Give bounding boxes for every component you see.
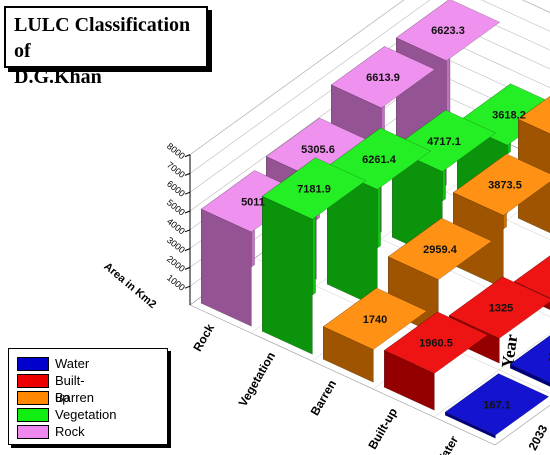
bar-water-2033 — [444, 373, 550, 439]
bar-face-top — [448, 276, 550, 339]
legend-label-rock: Rock — [55, 424, 85, 439]
value-label-rock-2013: 6613.9 — [366, 72, 400, 84]
bar-rock-2033 — [200, 170, 306, 327]
title-box: LULC Classification of D.G.Khan — [4, 6, 208, 88]
z-tick-label: 5000 — [165, 197, 187, 217]
legend-swatch-vegetation — [17, 408, 49, 422]
bar-face-top — [383, 311, 489, 374]
year-axis-label-2033: 2033 — [526, 422, 550, 452]
z-tick — [184, 191, 191, 195]
class-axis-label-vegetation: Vegetation — [236, 350, 278, 410]
chart-title: LULC Classification of D.G.Khan — [14, 14, 191, 88]
value-label-vegetation-2013: 4717.1 — [427, 136, 461, 148]
value-label-built-up-2023: 1325 — [489, 303, 513, 315]
bar-barren-2033 — [322, 287, 428, 383]
legend-label-water: Water — [55, 356, 90, 371]
legend-label-barren: Barren — [55, 390, 95, 405]
class-axis-label-barren: Barren — [308, 378, 339, 419]
legend-swatch-barren — [17, 391, 49, 405]
z-tick — [184, 266, 191, 270]
class-axis-label-built-up: Built-up — [365, 406, 400, 452]
value-label-barren-2013: 3873.5 — [488, 180, 522, 192]
bar-face-top — [395, 0, 501, 61]
value-label-barren-2023: 2959.4 — [423, 244, 458, 256]
z-tick-label: 1000 — [165, 273, 187, 293]
z-tick-label: 8000 — [165, 141, 187, 161]
bar-face-top — [452, 153, 550, 216]
class-axis-label-rock: Rock — [190, 321, 217, 354]
gridline-floor — [433, 332, 550, 418]
bar-face-front — [510, 363, 550, 387]
class-axis-label-water: Water — [433, 433, 462, 455]
bar-face-top — [330, 46, 436, 109]
legend-label-built-up: Built-up — [55, 373, 85, 405]
bar-face-top — [322, 287, 428, 350]
legend-swatch-rock — [17, 425, 49, 439]
z-tick — [184, 248, 191, 252]
z-tick-label: 6000 — [165, 179, 187, 199]
value-label-vegetation-2003: 3618.2 — [492, 110, 526, 122]
legend-swatch-water — [17, 357, 49, 371]
z-tick — [184, 210, 191, 214]
bar-water-2023 — [509, 335, 550, 387]
legend-swatch-built-up — [17, 374, 49, 388]
bar-face-top — [387, 217, 493, 280]
legend: Water Built-up Barren Vegetation Rock — [8, 348, 168, 445]
value-label-water-2023: 210.1 — [548, 352, 550, 364]
legend-label-vegetation: Vegetation — [55, 407, 117, 422]
z-tick — [184, 285, 191, 289]
value-label-rock-2003: 6623.3 — [431, 25, 465, 37]
z-tick-label: 2000 — [165, 254, 187, 274]
bar-face-top — [517, 95, 550, 135]
value-label-water-2033: 167.1 — [483, 399, 511, 411]
bar-face-top — [444, 373, 550, 436]
bar-face-top — [261, 157, 367, 220]
z-tick-label: 7000 — [165, 160, 187, 180]
z-tick — [184, 172, 191, 176]
z-axis-label: Area in Km2 — [101, 260, 158, 310]
value-label-rock-2023: 5305.6 — [301, 144, 335, 156]
year-axis-title: Year — [498, 333, 522, 370]
value-label-vegetation-2023: 6261.4 — [362, 154, 397, 166]
value-label-vegetation-2033: 7181.9 — [297, 184, 331, 196]
bar-face-top — [509, 335, 550, 383]
z-tick-label: 4000 — [165, 216, 187, 236]
value-label-built-up-2033: 1960.5 — [419, 338, 453, 350]
bar-vegetation-2023 — [326, 127, 432, 308]
bar-vegetation-2033 — [261, 157, 367, 355]
bar-built-up-2033 — [383, 311, 489, 411]
z-tick — [184, 229, 191, 233]
value-labels: 6623.33618.25271367.8181.16613.94717.138… — [241, 25, 550, 411]
bars — [200, 0, 550, 439]
gridline-z — [189, 0, 550, 174]
value-label-rock-2033: 5011 — [241, 196, 265, 208]
gridline-z — [189, 0, 550, 155]
z-tick-label: 3000 — [165, 235, 187, 255]
value-label-barren-2033: 1740 — [363, 314, 387, 326]
z-tick — [184, 154, 191, 158]
bar-face-front — [262, 195, 313, 355]
